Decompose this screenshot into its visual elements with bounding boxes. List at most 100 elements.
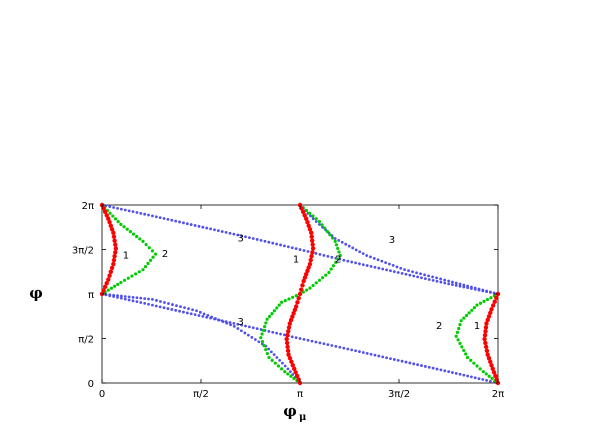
curve-1-point: [305, 268, 310, 274]
curve-3-point: [283, 244, 286, 248]
curve-3-point: [267, 347, 271, 351]
curve-3-point: [462, 373, 466, 377]
curve-3-point: [232, 324, 236, 328]
curve-3-point: [182, 310, 185, 314]
curve-3-point: [108, 205, 112, 209]
curve-3-point: [399, 266, 403, 270]
curve-3-point: [267, 240, 271, 244]
curve-3-point: [298, 337, 302, 340]
curve-1-point: [490, 303, 496, 308]
curve-2-point: [464, 352, 468, 356]
curve-2-point: [327, 270, 331, 275]
curve-3-point: [205, 226, 209, 230]
curve-3-point: [174, 219, 178, 223]
curve-2-point: [458, 341, 462, 345]
curve-1-point: [102, 284, 108, 289]
curve-2-point: [147, 246, 151, 250]
curve-3-point: [201, 315, 205, 318]
curve-3-point: [381, 267, 385, 271]
curve-2-point: [478, 301, 483, 305]
x-tick-label: 2π: [492, 389, 504, 400]
curve-1-point: [286, 329, 291, 334]
curve-3-point: [314, 252, 318, 255]
curve-1-point: [109, 227, 115, 232]
curve-3-point: [135, 211, 139, 214]
curve-3-point: [236, 233, 240, 237]
curve-3-point: [372, 256, 376, 260]
curve-1-point: [296, 295, 301, 301]
curve-3-point: [361, 263, 365, 267]
curve-3-point: [392, 358, 396, 361]
curve-3-point: [189, 223, 193, 226]
curve-1-point: [300, 283, 305, 288]
curve-2-point: [119, 280, 123, 285]
curve-3-point: [255, 238, 259, 241]
curve-2-point: [113, 217, 118, 221]
curve-3-point: [439, 368, 443, 372]
curve-3-point: [435, 367, 439, 371]
curve-1-point: [113, 250, 118, 255]
curve-3-point: [147, 302, 150, 306]
curve-3-point: [240, 323, 244, 327]
curve-3-point: [354, 261, 357, 265]
curve-2-point: [462, 316, 466, 320]
curve-label: 3: [237, 317, 243, 328]
curve-1-point: [483, 344, 489, 350]
data-marks: 1 2 3 3 1 2 3 2 1: [99, 202, 501, 386]
curve-3-point: [197, 314, 201, 317]
y-tick-label: 2π: [82, 201, 94, 212]
curve-3-point: [290, 335, 294, 339]
curve-3-point: [232, 322, 236, 325]
curve-1-point: [492, 299, 497, 304]
curve-1-point: [291, 311, 296, 316]
curve-1-point: [490, 366, 495, 372]
curve-2-point: [458, 322, 462, 327]
curve-3-point: [369, 265, 373, 268]
curve-2-point: [122, 225, 126, 229]
curve-3-point: [408, 361, 412, 365]
curve-2-point: [260, 332, 264, 336]
curve-3-point: [408, 273, 412, 277]
curve-1-point: [488, 310, 493, 316]
curve-1-point: [287, 321, 293, 326]
curve-3-point: [263, 239, 267, 243]
curve-2-point: [317, 219, 322, 224]
curve-3-point: [420, 364, 423, 367]
curve-2-point: [135, 234, 139, 239]
curve-3-point: [162, 217, 166, 220]
curve-3-point: [415, 271, 418, 275]
curve-2-point: [320, 223, 324, 227]
curve-2-point: [134, 272, 138, 276]
curve-3-point: [423, 273, 426, 277]
curve-3-point: [481, 378, 485, 381]
curve-2-point: [460, 345, 464, 349]
curve-1-point: [111, 230, 116, 236]
curve-3-point: [170, 218, 174, 222]
curve-2-point: [122, 278, 127, 282]
curve-1-point: [297, 291, 303, 297]
curve-1-point: [293, 370, 298, 375]
curve-3-point: [171, 303, 174, 306]
curve-2-point: [336, 257, 340, 261]
curve-3-point: [454, 281, 458, 285]
curve-label: 3: [237, 233, 243, 244]
curve-3-point: [423, 277, 427, 281]
curve-3-point: [119, 294, 123, 298]
curve-1-point: [106, 216, 111, 221]
curve-3-point: [229, 323, 232, 327]
curve-3-point: [116, 294, 119, 298]
curve-3-point: [420, 276, 423, 280]
curve-3-point: [354, 349, 357, 353]
curve-3-point: [451, 371, 454, 374]
curve-3-point: [358, 250, 362, 254]
curve-3-point: [143, 297, 147, 300]
curve-3-point: [143, 212, 147, 216]
curve-1-point: [306, 265, 311, 270]
curve-3-point: [112, 206, 116, 209]
curve-1-point: [310, 242, 315, 247]
curve-3-point: [318, 341, 322, 345]
curve-3-point: [481, 288, 485, 292]
curve-1-point: [108, 223, 114, 228]
curve-1-point: [310, 250, 315, 255]
curve-3-point: [451, 283, 454, 287]
